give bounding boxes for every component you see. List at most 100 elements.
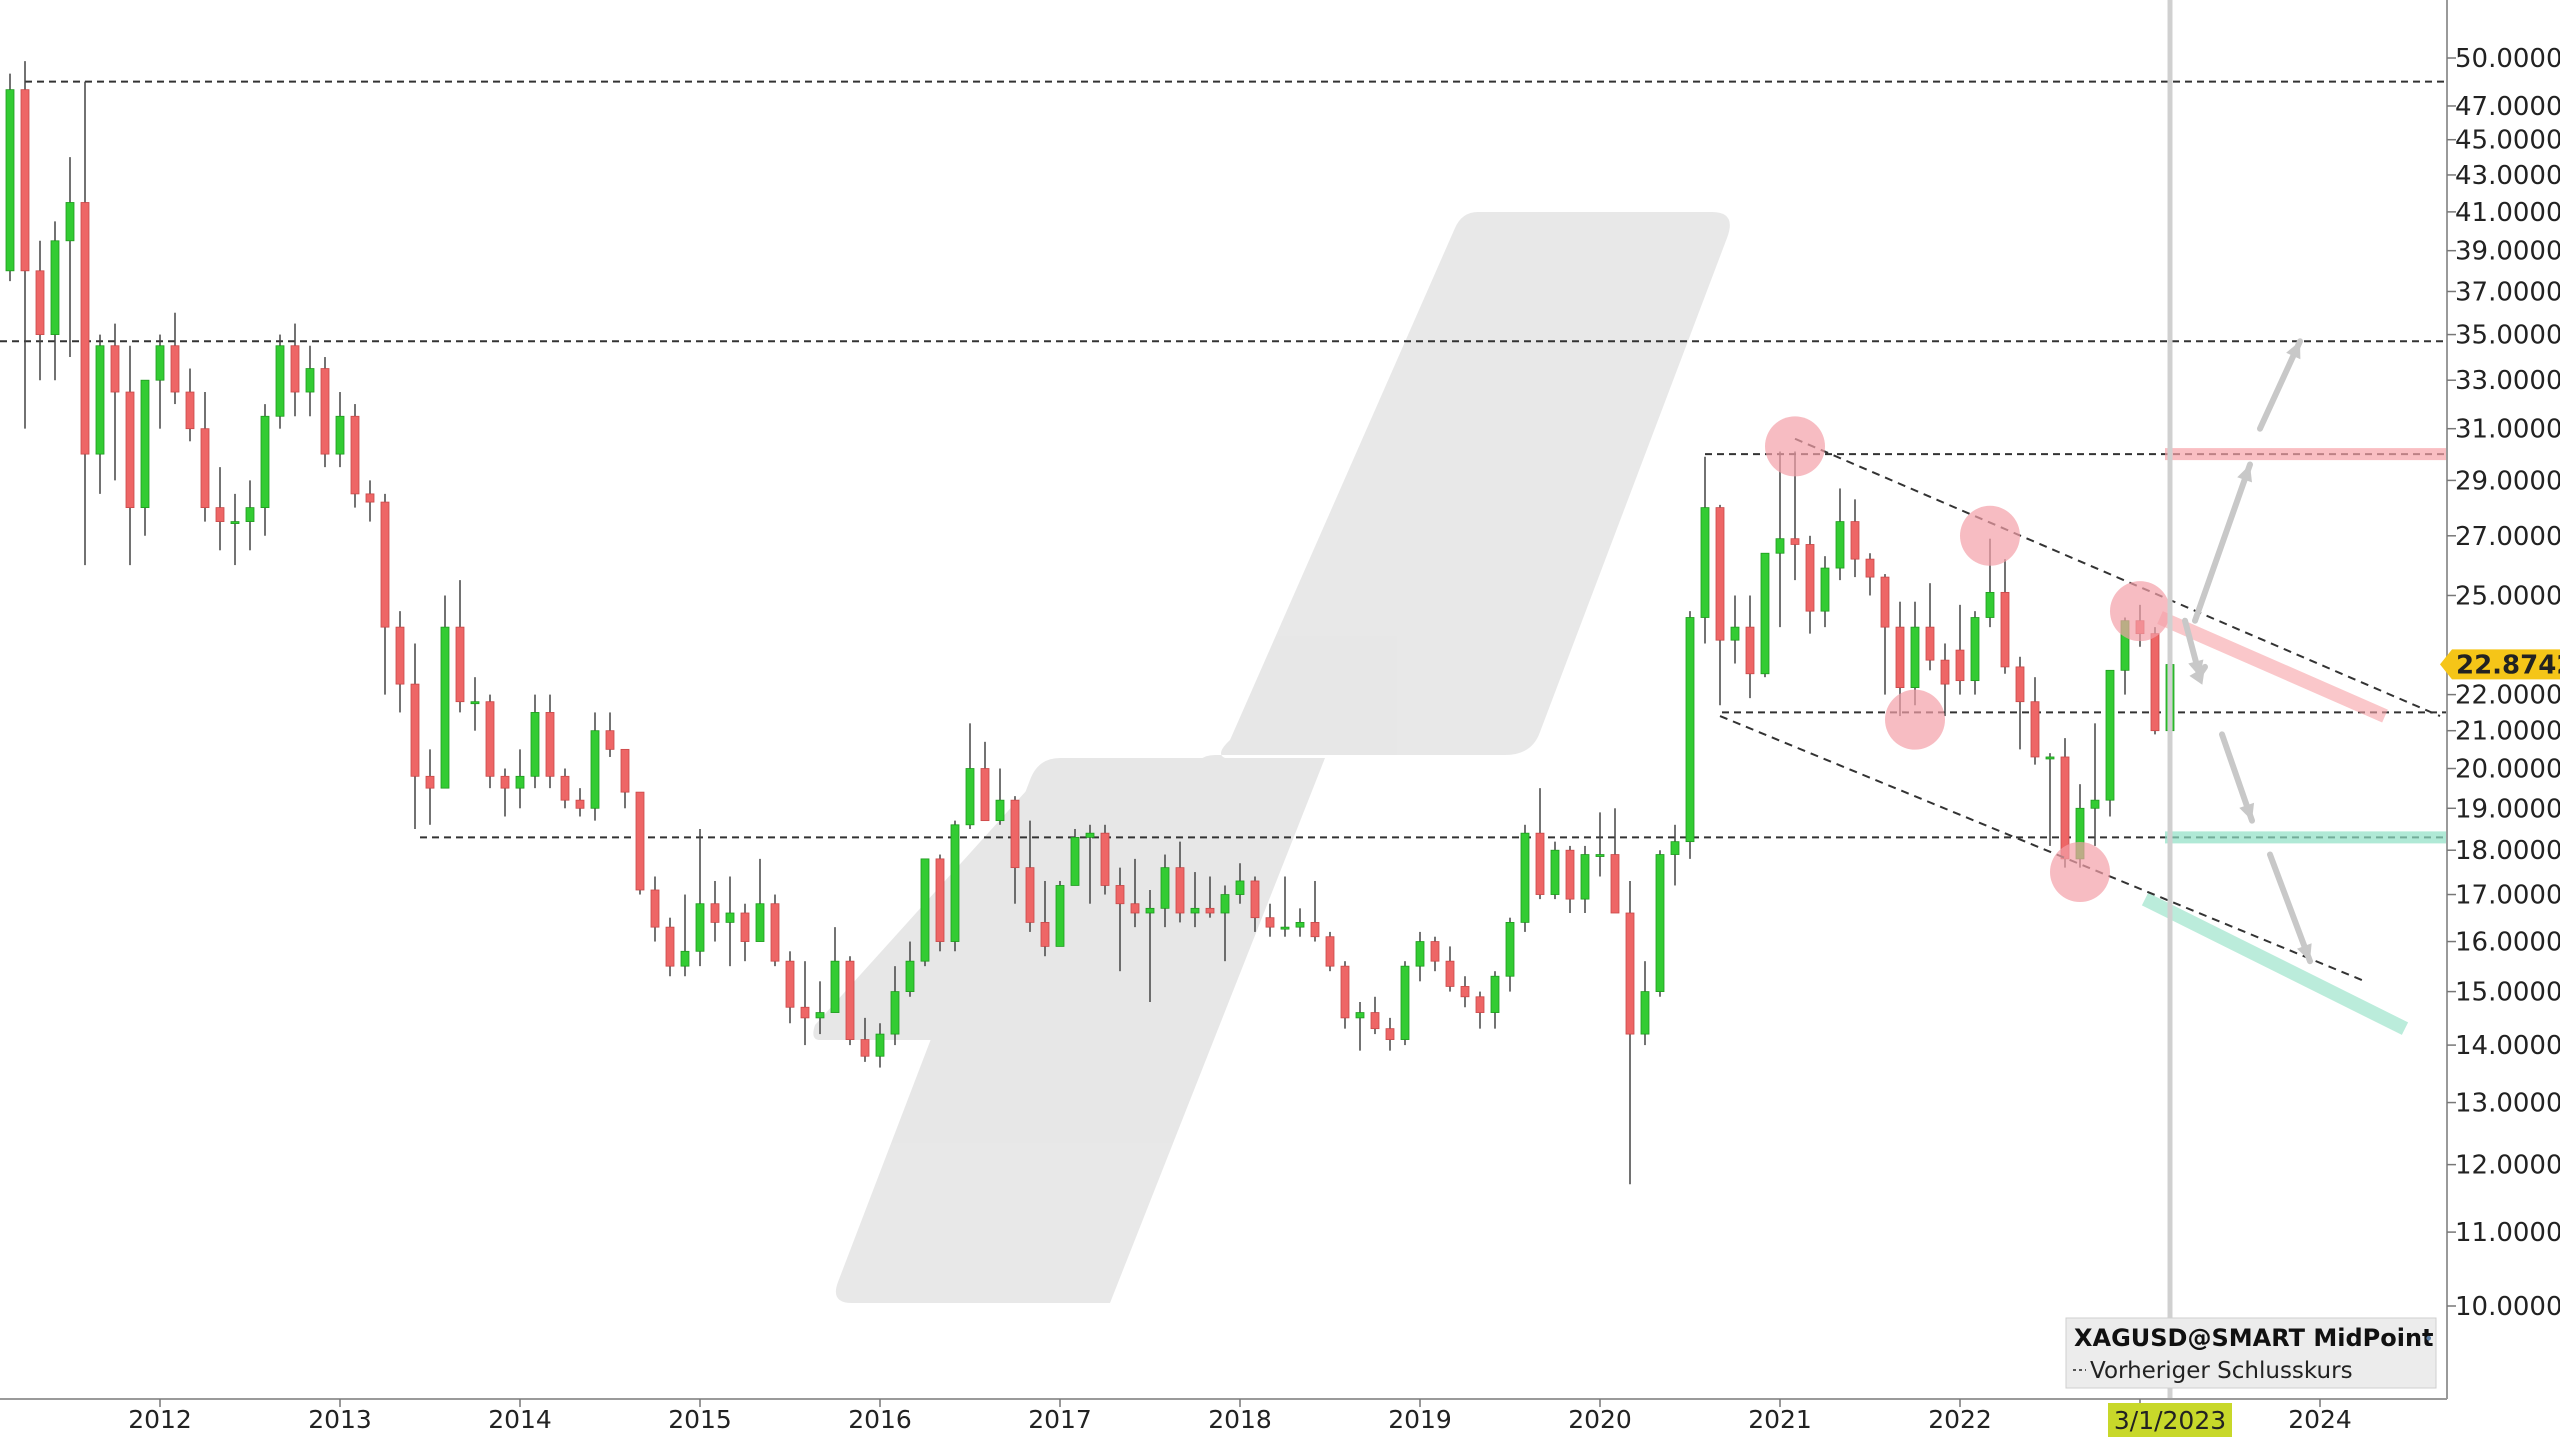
candle-body xyxy=(905,960,915,992)
candle-body xyxy=(110,345,120,393)
candle-body xyxy=(1865,558,1875,578)
candle-body xyxy=(2090,799,2100,809)
candle-body xyxy=(1430,941,1440,962)
x-tick-label: 2016 xyxy=(848,1405,912,1434)
candle-body xyxy=(1655,854,1665,992)
candle-body xyxy=(1730,626,1740,641)
legend-series-label: XAGUSD@SMART MidPoint xyxy=(2074,1324,2434,1352)
candle-body xyxy=(425,775,435,789)
candle-body xyxy=(125,391,135,509)
candle-body xyxy=(1100,832,1110,886)
y-tick-label: 50.0000 xyxy=(2455,44,2560,74)
candle-body xyxy=(710,903,720,923)
candle-body xyxy=(1250,880,1260,919)
candle-body xyxy=(770,903,780,962)
candle-body xyxy=(1535,832,1545,895)
candle-body xyxy=(1340,965,1350,1019)
x-tick-label: 2018 xyxy=(1208,1405,1272,1434)
candle-body xyxy=(65,202,75,242)
candle-body xyxy=(680,950,690,967)
candle-body xyxy=(95,345,105,455)
candle-body xyxy=(1685,617,1695,843)
candle-body xyxy=(1970,617,1980,682)
candle-body xyxy=(1580,854,1590,900)
y-tick-label: 11.0000 xyxy=(2455,1218,2560,1248)
candle-body xyxy=(725,912,735,923)
candle-body xyxy=(80,202,90,455)
candle-body xyxy=(275,345,285,417)
candle-body xyxy=(650,889,660,928)
y-tick-label: 15.0000 xyxy=(2455,978,2560,1008)
candle-body xyxy=(320,368,330,455)
candle-body xyxy=(260,415,270,509)
candle-body xyxy=(1550,849,1560,895)
support-band xyxy=(2141,892,2409,1035)
candle-body xyxy=(1520,832,1530,923)
candle-body xyxy=(410,683,420,777)
candlestick-series xyxy=(5,61,2175,1185)
trendline-upper-channel xyxy=(1794,437,2441,717)
candle-body xyxy=(1715,507,1725,641)
candle-body xyxy=(2015,666,2025,703)
candle-body xyxy=(2000,591,2010,668)
candle-body xyxy=(20,89,30,272)
candle-body xyxy=(35,270,45,335)
y-tick-label: 10.0000 xyxy=(2455,1292,2560,1322)
candle-body xyxy=(860,1039,870,1057)
candle-body xyxy=(1505,921,1515,977)
pivot-marker xyxy=(2050,842,2110,903)
y-tick-label: 41.0000 xyxy=(2455,198,2560,228)
candle-body xyxy=(2105,669,2115,801)
candle-body xyxy=(1190,907,1200,914)
y-tick-label: 20.0000 xyxy=(2455,755,2560,785)
price-axis[interactable]: 50.0000 47.0000 45.0000 43.0000 41.0000 39.00… xyxy=(2446,0,2560,1399)
y-tick-label: 21.0000 xyxy=(2455,717,2560,747)
cursor-date-label: 3/1/2023 xyxy=(2114,1406,2226,1435)
candle-body xyxy=(1985,591,1995,618)
candle-body xyxy=(395,626,405,685)
legend-reference-label: Vorheriger Schlusskurs xyxy=(2090,1358,2353,1384)
x-tick-label: 2014 xyxy=(488,1405,552,1434)
candle-body xyxy=(1670,841,1680,855)
candle-body xyxy=(1085,832,1095,838)
candle-body xyxy=(1790,538,1800,545)
candle-body xyxy=(440,626,450,789)
candle-body xyxy=(230,521,240,524)
candle-body xyxy=(1055,885,1065,947)
candle-body xyxy=(200,428,210,509)
arrow-down-1-head xyxy=(2239,802,2255,821)
x-tick-label: 2019 xyxy=(1388,1405,1452,1434)
y-tick-label: 31.0000 xyxy=(2455,415,2560,445)
candle-body xyxy=(470,701,480,705)
support-zone xyxy=(2165,831,2447,844)
candle-body xyxy=(815,1012,825,1019)
y-tick-label: 22.0000 xyxy=(2455,681,2560,711)
candle-body xyxy=(1130,903,1140,914)
y-tick-label: 33.0000 xyxy=(2455,366,2560,396)
y-tick-label: 43.0000 xyxy=(2455,161,2560,191)
candle-body xyxy=(1205,907,1215,914)
candle-body xyxy=(1565,849,1575,900)
x-tick-label: 2021 xyxy=(1748,1405,1812,1434)
candle-body xyxy=(1625,912,1635,1035)
candle-body xyxy=(515,775,525,789)
y-tick-label: 16.0000 xyxy=(2455,928,2560,958)
candle-body xyxy=(1400,965,1410,1040)
candle-body xyxy=(1385,1028,1395,1040)
candle-body xyxy=(1460,986,1470,998)
y-tick-label: 45.0000 xyxy=(2455,126,2560,156)
candle-body xyxy=(1370,1012,1380,1030)
candle-body xyxy=(950,824,960,942)
candle-body xyxy=(1145,907,1155,914)
candle-body xyxy=(755,903,765,942)
cursor-date-badge xyxy=(2108,1403,2232,1437)
candle-body xyxy=(1280,926,1290,930)
candle-body xyxy=(1310,921,1320,938)
candle-body xyxy=(800,1006,810,1019)
candle-body xyxy=(350,415,360,495)
candle-body xyxy=(170,345,180,393)
candle-body xyxy=(1805,544,1815,612)
time-axis[interactable]: 2012 2013 2014 2015 2016 2017 2018 2019 2020 2021… xyxy=(0,1398,2447,1434)
